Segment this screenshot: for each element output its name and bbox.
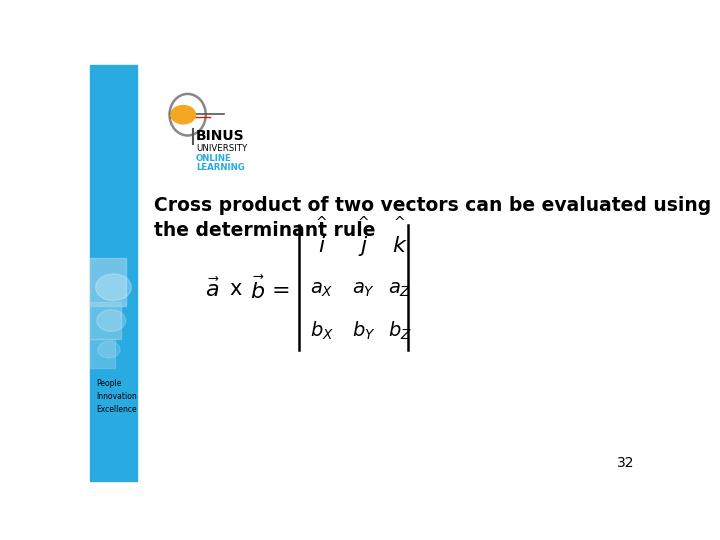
Text: $\mathsf{x}$: $\mathsf{x}$ (230, 279, 243, 299)
Bar (90, 65, 138, 481)
Text: $a_X$: $a_X$ (310, 280, 333, 299)
Text: ^: ^ (316, 216, 328, 230)
Text: ^: ^ (394, 216, 405, 230)
Text: UNIVERSITY: UNIVERSITY (196, 144, 247, 153)
Text: ONLINE: ONLINE (196, 154, 232, 163)
Circle shape (98, 341, 120, 358)
Text: $a_Z$: $a_Z$ (388, 280, 411, 299)
Text: $b_Z$: $b_Z$ (387, 320, 412, 342)
Text: $\vec{b}$: $\vec{b}$ (250, 276, 265, 303)
Text: $k$: $k$ (392, 235, 408, 255)
Text: $b_Y$: $b_Y$ (351, 320, 375, 342)
Bar (90, 339, 115, 368)
Text: BINUS: BINUS (196, 129, 245, 143)
Text: LEARNING: LEARNING (196, 163, 245, 172)
Text: Cross product of two vectors can be evaluated using
the determinant rule: Cross product of two vectors can be eval… (154, 196, 711, 240)
Text: $j$: $j$ (358, 234, 369, 258)
Circle shape (171, 105, 195, 124)
Bar (90, 302, 121, 339)
Text: $=$: $=$ (267, 279, 290, 299)
Text: $b_X$: $b_X$ (310, 320, 333, 342)
Bar (90, 258, 126, 306)
Text: 32: 32 (616, 456, 634, 470)
Text: $a_Y$: $a_Y$ (352, 280, 375, 299)
Text: $i$: $i$ (318, 235, 325, 255)
Text: People
Innovation
Excellence: People Innovation Excellence (96, 379, 138, 414)
Text: $\vec{a}$: $\vec{a}$ (205, 278, 220, 301)
Text: ^: ^ (358, 216, 369, 230)
Circle shape (96, 310, 126, 332)
Circle shape (96, 274, 131, 301)
